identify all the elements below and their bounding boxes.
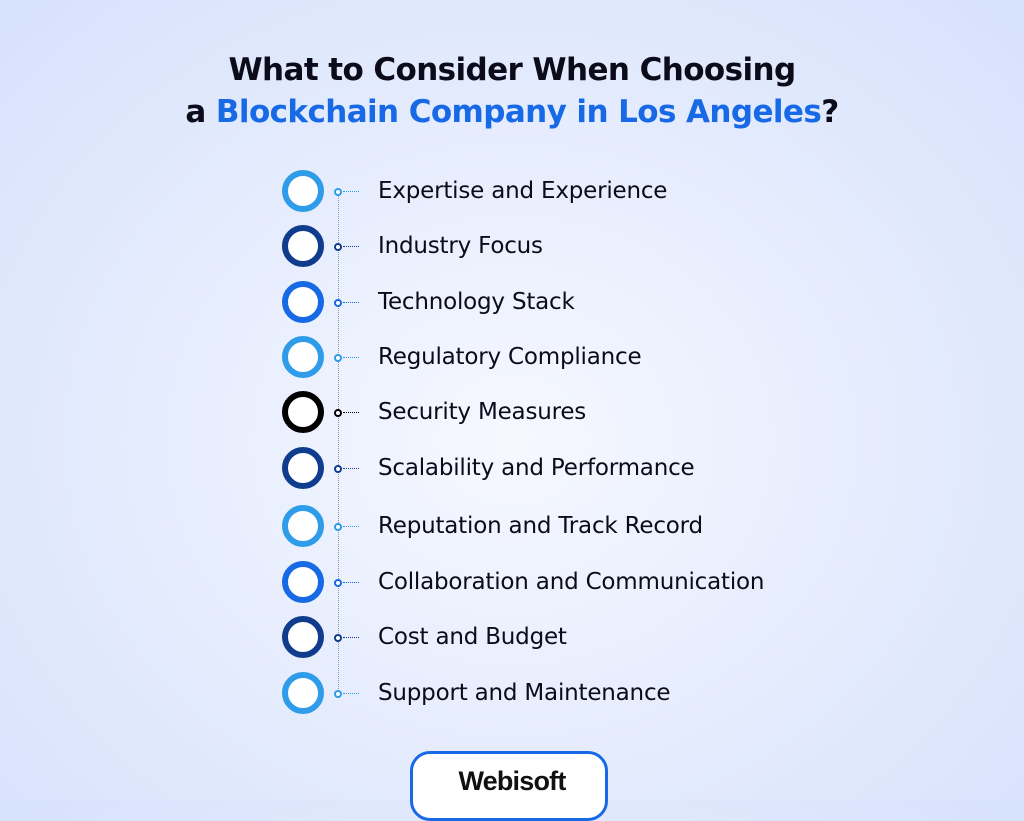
connector-dash (343, 357, 359, 358)
node-dot-icon (334, 579, 342, 587)
list-item: Cost and Budget (282, 616, 842, 660)
item-label: Expertise and Experience (378, 178, 668, 204)
connector-dash (343, 582, 359, 583)
timeline-connector (338, 190, 339, 695)
list-item: Collaboration and Communication (282, 561, 842, 605)
title-accent: Blockchain Company in Los Angeles (215, 94, 822, 130)
node-dot-icon (334, 634, 342, 642)
connector-dash (343, 637, 359, 638)
ring-icon (282, 616, 324, 658)
item-label: Support and Maintenance (378, 680, 671, 706)
list-item: Security Measures (282, 391, 842, 435)
node-dot-icon (334, 299, 342, 307)
ring-icon (282, 672, 324, 714)
list-item: Expertise and Experience (282, 170, 842, 214)
ring-icon (282, 561, 324, 603)
node-dot-icon (334, 409, 342, 417)
ring-icon (282, 281, 324, 323)
ring-icon (282, 170, 324, 212)
item-label: Collaboration and Communication (378, 569, 765, 595)
item-label: Cost and Budget (378, 624, 567, 650)
title-suffix: ? (821, 94, 839, 130)
item-label: Scalability and Performance (378, 455, 695, 481)
connector-dash (343, 246, 359, 247)
ring-icon (282, 391, 324, 433)
item-label: Reputation and Track Record (378, 513, 703, 539)
item-label: Industry Focus (378, 233, 543, 259)
considerations-list: Expertise and Experience Industry Focus … (282, 170, 842, 716)
list-item: Reputation and Track Record (282, 505, 842, 549)
item-label: Regulatory Compliance (378, 344, 642, 370)
node-dot-icon (334, 188, 342, 196)
list-item: Industry Focus (282, 225, 842, 269)
item-label: Security Measures (378, 399, 587, 425)
ring-icon (282, 447, 324, 489)
node-dot-icon (334, 690, 342, 698)
title-prefix: a (185, 94, 216, 130)
list-item: Technology Stack (282, 281, 842, 325)
page-title-line-2: a Blockchain Company in Los Angeles? (0, 92, 1024, 132)
node-dot-icon (334, 243, 342, 251)
node-dot-icon (334, 523, 342, 531)
list-item: Support and Maintenance (282, 672, 842, 716)
connector-dash (343, 191, 359, 192)
node-dot-icon (334, 465, 342, 473)
node-dot-icon (334, 354, 342, 362)
connector-dash (343, 693, 359, 694)
item-label: Technology Stack (378, 289, 575, 315)
connector-dash (343, 302, 359, 303)
brand-logo: Webisoft (410, 751, 608, 821)
list-item: Scalability and Performance (282, 447, 842, 491)
ring-icon (282, 336, 324, 378)
brand-name: Webisoft (458, 766, 566, 796)
connector-dash (343, 412, 359, 413)
ring-icon (282, 225, 324, 267)
ring-icon (282, 505, 324, 547)
connector-dash (343, 526, 359, 527)
list-item: Regulatory Compliance (282, 336, 842, 380)
connector-dash (343, 468, 359, 469)
page-title-line-1: What to Consider When Choosing (228, 52, 796, 88)
